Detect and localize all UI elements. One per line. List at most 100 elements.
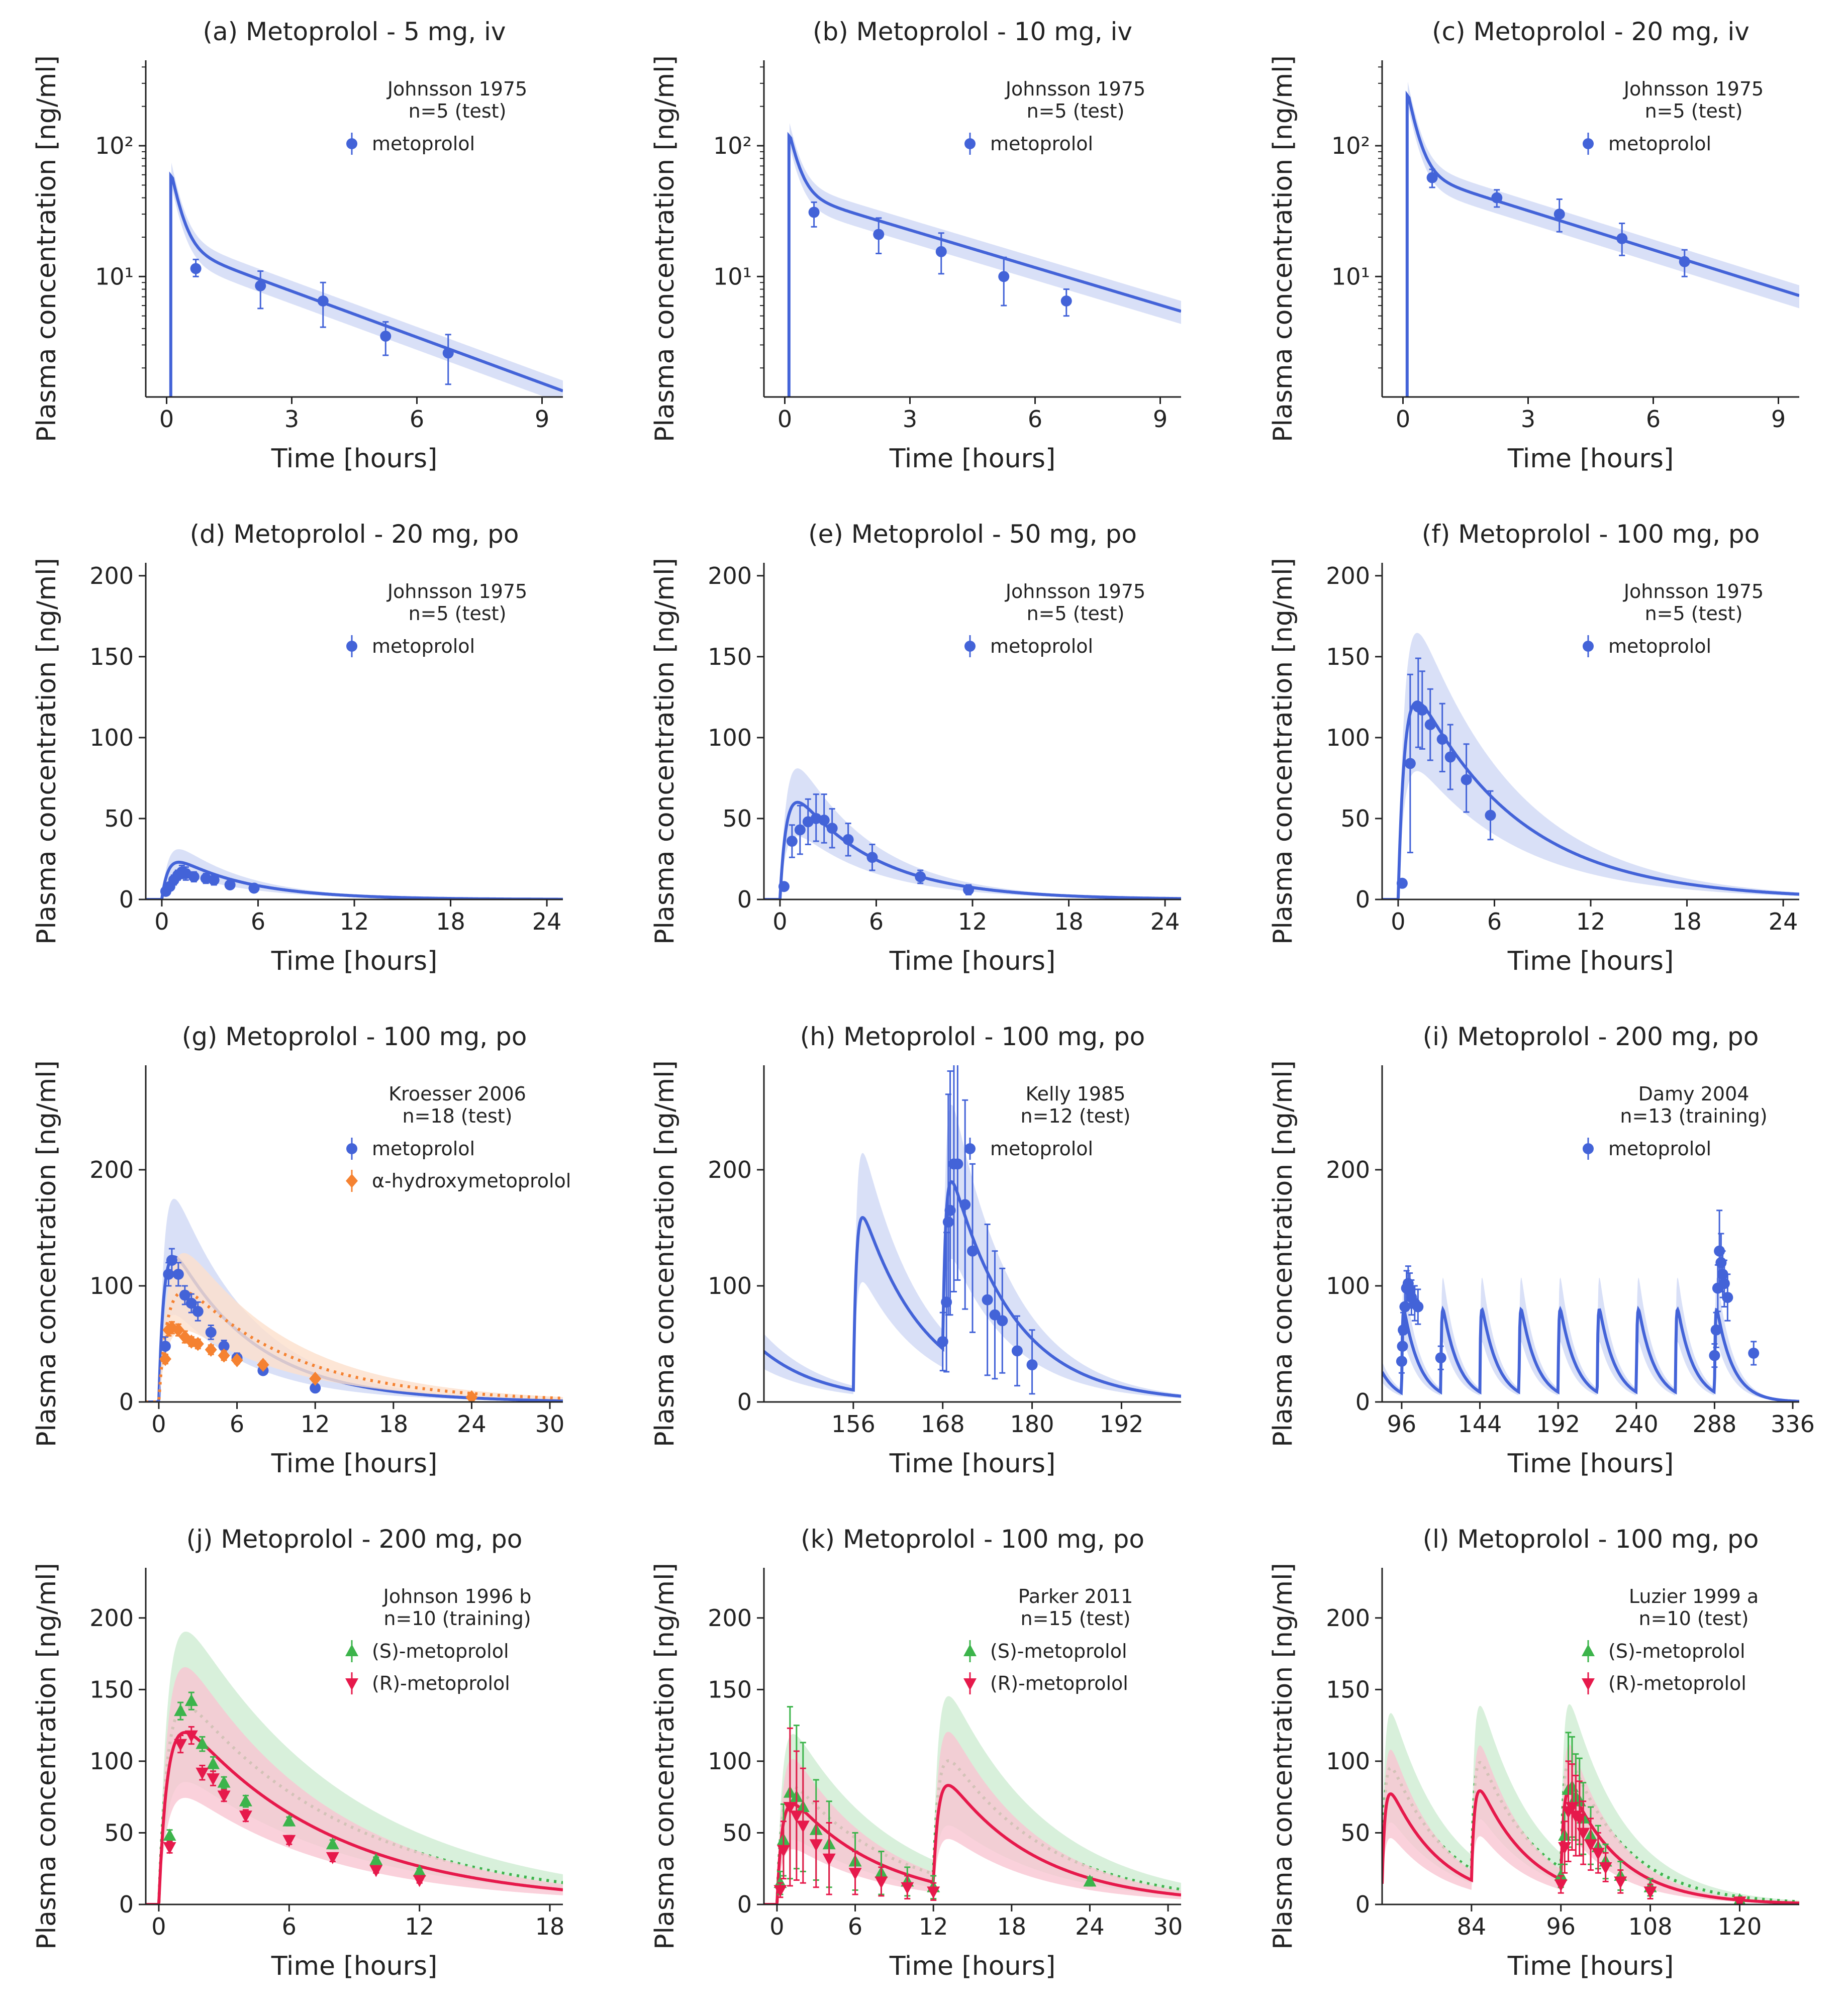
data-point — [1717, 1268, 1728, 1280]
data-point — [326, 1852, 339, 1864]
data-point — [842, 834, 854, 845]
data-point — [1398, 1324, 1409, 1336]
y-tick-label: 10² — [713, 132, 752, 159]
y-tick-label: 200 — [1326, 1156, 1370, 1183]
legend-marker — [346, 138, 357, 149]
model-line-0 — [169, 171, 563, 397]
data-point — [224, 879, 236, 891]
x-tick-label: 168 — [921, 1410, 965, 1438]
x-tick-label: 30 — [1153, 1913, 1183, 1940]
x-tick-label: 6 — [1487, 908, 1502, 935]
y-axis-label: Plasma concentration [ng/ml] — [650, 1060, 680, 1447]
y-tick-label: 0 — [1355, 1388, 1370, 1416]
y-tick-label: 200 — [89, 1156, 134, 1183]
legend-marker — [1583, 1143, 1594, 1154]
data-point — [1643, 1886, 1657, 1899]
data-point — [205, 1327, 217, 1338]
x-axis-label: Time [hours] — [889, 1449, 1056, 1479]
data-point — [848, 1868, 862, 1880]
legend-subtitle: n=10 (training) — [383, 1607, 531, 1630]
y-axis-label: Plasma concentration [ng/ml] — [32, 1563, 62, 1950]
x-axis-label: Time [hours] — [1507, 1449, 1674, 1479]
data-point — [1553, 209, 1565, 220]
data-point — [1399, 1301, 1411, 1313]
data-point — [282, 1835, 296, 1847]
x-tick-label: 24 — [532, 908, 562, 935]
legend-title: Luzier 1999 a — [1629, 1585, 1759, 1607]
data-point — [185, 1297, 197, 1309]
data-point — [218, 1348, 230, 1363]
data-point — [1485, 810, 1496, 821]
y-axis-label: Plasma concentration [ng/ml] — [1268, 55, 1298, 442]
data-point — [1722, 1292, 1733, 1303]
data-point — [773, 1885, 787, 1897]
panel-j: (j) Metoprolol - 200 mg, po 0 6 12 18 0 50 100 1… — [32, 1525, 564, 1981]
y-tick-label: 150 — [89, 643, 134, 670]
data-point — [1435, 1352, 1446, 1364]
data-point — [1709, 1350, 1720, 1361]
data-point — [369, 1865, 383, 1877]
panel-h: (h) Metoprolol - 100 mg, po 156 168 180 192 0… — [650, 1022, 1181, 1479]
y-tick-label: 50 — [722, 1819, 752, 1846]
legend-marker — [963, 1678, 977, 1690]
x-tick-label: 3 — [903, 406, 917, 433]
y-axis-label: Plasma concentration [ng/ml] — [32, 558, 62, 945]
data-point — [1424, 719, 1436, 731]
y-tick-label: 200 — [1326, 1604, 1370, 1632]
y-tick-label: 50 — [104, 805, 134, 832]
data-point — [188, 871, 200, 882]
x-tick-label: 0 — [154, 908, 169, 935]
model-line-0 — [1382, 1305, 1799, 1402]
y-axis-label: Plasma concentration [ng/ml] — [1268, 1060, 1298, 1447]
x-tick-label: 0 — [772, 908, 787, 935]
legend-entry: metoprolol — [1608, 133, 1711, 155]
x-tick-label: 96 — [1546, 1913, 1576, 1940]
data-point — [174, 1704, 187, 1717]
legend-marker — [346, 1143, 357, 1154]
panel-a: (a) Metoprolol - 5 mg, iv 0 3 6 9 10¹ 10² Time … — [32, 17, 563, 474]
panel-l: (l) Metoprolol - 100 mg, po 84 96 108 120 0 50… — [1268, 1525, 1799, 1981]
y-tick-label: 10² — [95, 132, 134, 159]
plot-area — [1382, 1209, 1799, 1402]
legend-title: Kroesser 2006 — [389, 1083, 526, 1105]
x-tick-label: 0 — [151, 1913, 166, 1940]
y-tick-label: 50 — [722, 805, 752, 832]
legend-subtitle: n=18 (test) — [403, 1105, 513, 1127]
model-band-0 — [764, 768, 1181, 899]
y-tick-label: 100 — [708, 724, 752, 751]
data-point — [822, 1853, 836, 1866]
legend-subtitle: n=5 (test) — [409, 100, 507, 122]
plot-area — [169, 162, 563, 397]
panel-title: (b) Metoprolol - 10 mg, iv — [813, 17, 1132, 46]
y-tick-label: 100 — [1326, 1272, 1370, 1299]
data-point — [915, 871, 926, 882]
legend-marker — [1583, 641, 1594, 652]
plot-area — [764, 768, 1181, 899]
legend-title: Johnson 1996 b — [382, 1585, 532, 1607]
x-tick-label: 9 — [535, 406, 549, 433]
legend-marker — [345, 1678, 358, 1690]
y-tick-label: 100 — [1326, 724, 1370, 751]
data-point — [190, 263, 202, 274]
x-tick-label: 6 — [1028, 406, 1042, 433]
legend-entry: metoprolol — [990, 635, 1093, 657]
legend-entry: metoprolol — [372, 133, 475, 155]
x-tick-label: 18 — [379, 1410, 409, 1438]
legend-subtitle: n=5 (test) — [1027, 602, 1125, 625]
x-tick-label: 24 — [1075, 1913, 1105, 1940]
y-tick-label: 100 — [708, 1748, 752, 1775]
y-tick-label: 200 — [1326, 562, 1370, 589]
x-tick-label: 6 — [282, 1913, 297, 1940]
x-axis-label: Time [hours] — [271, 946, 438, 976]
x-tick-label: 30 — [535, 1410, 565, 1438]
x-axis-label: Time [hours] — [271, 444, 438, 474]
legend-marker — [1583, 138, 1594, 149]
legend-title: Damy 2004 — [1638, 1083, 1750, 1105]
panel-k: (k) Metoprolol - 100 mg, po 0 6 12 18 24 30 0 50… — [650, 1525, 1183, 1981]
data-point — [1584, 1839, 1597, 1852]
y-axis-label: Plasma concentration [ng/ml] — [1268, 558, 1298, 945]
x-axis-label: Time [hours] — [1507, 444, 1674, 474]
data-point — [317, 295, 329, 307]
panel-e: (e) Metoprolol - 50 mg, po 0 6 12 18 24 0 50 100… — [650, 520, 1181, 976]
data-point — [159, 1341, 171, 1352]
